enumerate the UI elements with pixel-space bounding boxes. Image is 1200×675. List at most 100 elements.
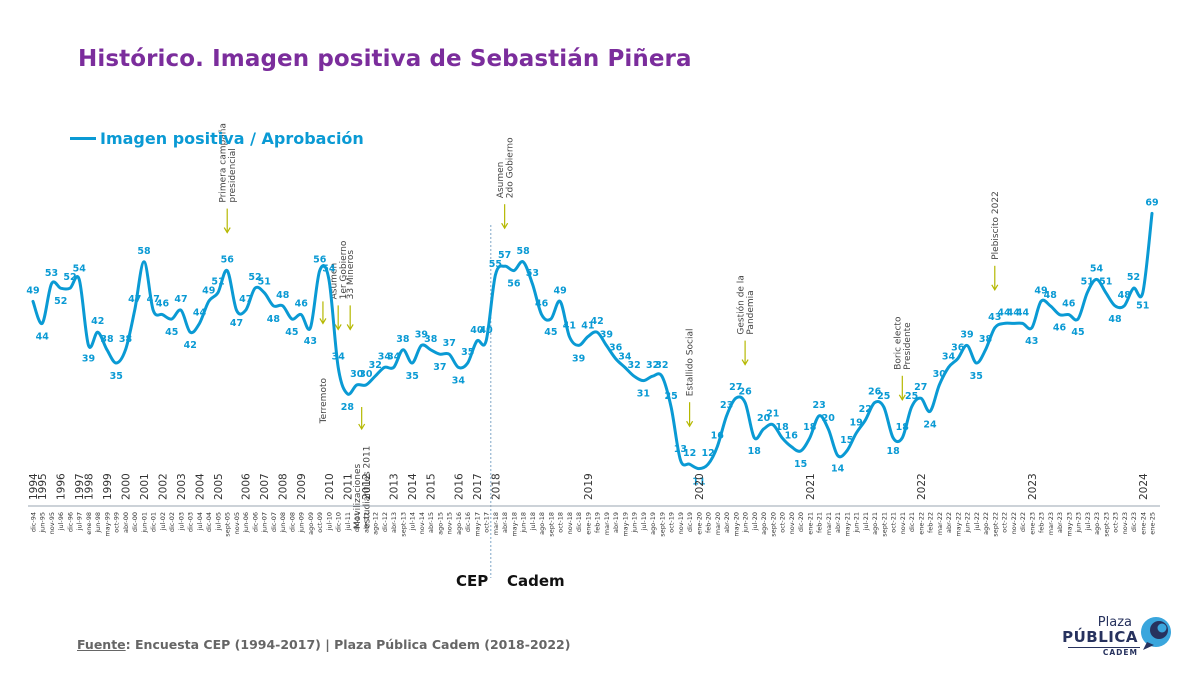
legend-line-swatch: [70, 137, 96, 140]
data-label: 44: [36, 331, 50, 342]
annotation-arrow-head: [501, 222, 509, 230]
x-tick-label: dic-06: [252, 512, 260, 532]
annotation-text: Terremoto: [319, 378, 329, 425]
x-tick-label: jun-18: [520, 512, 528, 534]
event-annotation: Asumen 1er Gobierno: [329, 240, 349, 331]
year-label: 2017: [472, 473, 484, 500]
annotation-text: Plebiscito 2022: [991, 191, 1001, 260]
annotation-text: Gestión de la: [735, 275, 746, 334]
data-label: 42: [184, 340, 197, 351]
year-label: 2011: [342, 473, 354, 500]
x-tick-label: may-22: [954, 512, 962, 537]
data-label: 42: [590, 316, 603, 327]
x-tick-label: sept-22: [991, 512, 999, 537]
data-label: 39: [572, 353, 585, 364]
data-label: 39: [82, 353, 95, 364]
x-tick-label: jul-97: [76, 512, 84, 531]
x-tick-label: sept-21: [880, 512, 888, 537]
data-label: 51: [1136, 301, 1149, 312]
year-label: 2013: [389, 473, 401, 500]
era-label-cadem: Cadem: [507, 572, 565, 590]
x-tick-label: dic-12: [381, 512, 389, 532]
event-annotation: Plebiscito 2022: [991, 191, 1001, 291]
event-annotation: Asumen 2do Gobierno: [496, 137, 515, 230]
x-tick-label: ene-19: [584, 512, 592, 535]
x-tick-label: abr-23: [1056, 512, 1064, 533]
data-label: 32: [646, 360, 659, 371]
x-tick-label: jul-04: [196, 512, 204, 531]
event-annotation: Estallido Social: [686, 329, 696, 428]
data-label: 46: [1062, 299, 1076, 310]
data-label: 23: [720, 400, 733, 411]
x-tick-label: jun-19: [631, 512, 639, 534]
data-label: 25: [905, 391, 918, 402]
series-line-imagen-positiva: [31, 211, 1154, 471]
data-label: 35: [970, 371, 983, 382]
data-label: 46: [535, 299, 549, 310]
year-label: 2007: [259, 473, 271, 500]
year-label: 2001: [139, 473, 151, 500]
event-annotation: Movilizaciones estudiantiles 2011: [353, 407, 372, 529]
x-tick-label: dic-19: [686, 512, 694, 532]
year-label: 2022: [916, 473, 928, 500]
data-label: 34: [378, 351, 392, 362]
logo-line1: Plaza: [1097, 615, 1132, 630]
data-label: 52: [54, 296, 67, 307]
data-label: 48: [276, 290, 290, 301]
event-annotation: Boric electo Presidente: [894, 316, 913, 401]
x-tick-label: ene-24: [1139, 512, 1147, 535]
x-tick-label: dic-01: [150, 512, 158, 532]
x-tick-label: may-21: [843, 512, 851, 537]
year-label: 2005: [213, 473, 225, 500]
data-label: 19: [849, 417, 862, 428]
year-label: 2012: [361, 473, 373, 500]
data-label: 48: [1044, 290, 1058, 301]
data-label: 52: [1127, 272, 1140, 283]
data-label: 15: [794, 459, 807, 470]
data-label: 57: [498, 250, 511, 261]
x-tick-label: jul-18: [529, 512, 537, 531]
x-tick-label: mar-19: [603, 512, 611, 535]
year-label: 2008: [278, 473, 290, 500]
data-label: 56: [313, 255, 327, 266]
source-note: Fuente: Encuesta CEP (1994-2017) | Plaza…: [77, 637, 570, 652]
data-label: 51: [1099, 277, 1112, 288]
x-tick-label: abr-19: [612, 512, 620, 533]
x-tick-label: may-20: [732, 512, 740, 537]
data-label: 47: [147, 294, 160, 305]
year-label: 2020: [694, 473, 706, 500]
data-label: 49: [553, 285, 566, 296]
data-label: 35: [110, 371, 123, 382]
data-label: 36: [609, 343, 623, 354]
data-label: 22: [859, 404, 872, 415]
x-tick-label: ene-21: [806, 512, 814, 535]
data-label: 27: [729, 382, 742, 393]
x-tick-label: dic-00: [131, 512, 139, 532]
data-label: 45: [544, 327, 557, 338]
x-tick-label: sept-05: [224, 512, 232, 537]
annotation-arrow-head: [898, 394, 906, 401]
x-tick-label: jun-09: [298, 512, 306, 534]
data-label: 21: [766, 409, 779, 420]
data-label: 34: [618, 351, 632, 362]
annotation-arrow-head: [741, 359, 749, 366]
annotation-arrow-head: [686, 420, 694, 428]
x-tick-label: nov-20: [788, 512, 796, 534]
x-tick-label: abr-22: [945, 512, 953, 533]
x-tick-label: nov-05: [233, 512, 241, 534]
data-label: 38: [119, 334, 133, 345]
year-label: 2015: [426, 473, 438, 500]
x-tick-label: dic-02: [168, 512, 176, 532]
annotation-arrow-head: [334, 324, 342, 331]
data-label: 37: [443, 338, 456, 349]
data-label: 46: [1053, 323, 1067, 334]
year-label: 2024: [1138, 473, 1150, 500]
data-label: 37: [433, 362, 446, 373]
year-label: 1998: [84, 473, 96, 500]
year-label: 2009: [296, 473, 308, 500]
year-label: 2006: [241, 473, 253, 500]
data-label: 48: [1118, 290, 1132, 301]
data-label: 54: [73, 263, 87, 274]
x-tick-label: may-99: [104, 512, 112, 537]
